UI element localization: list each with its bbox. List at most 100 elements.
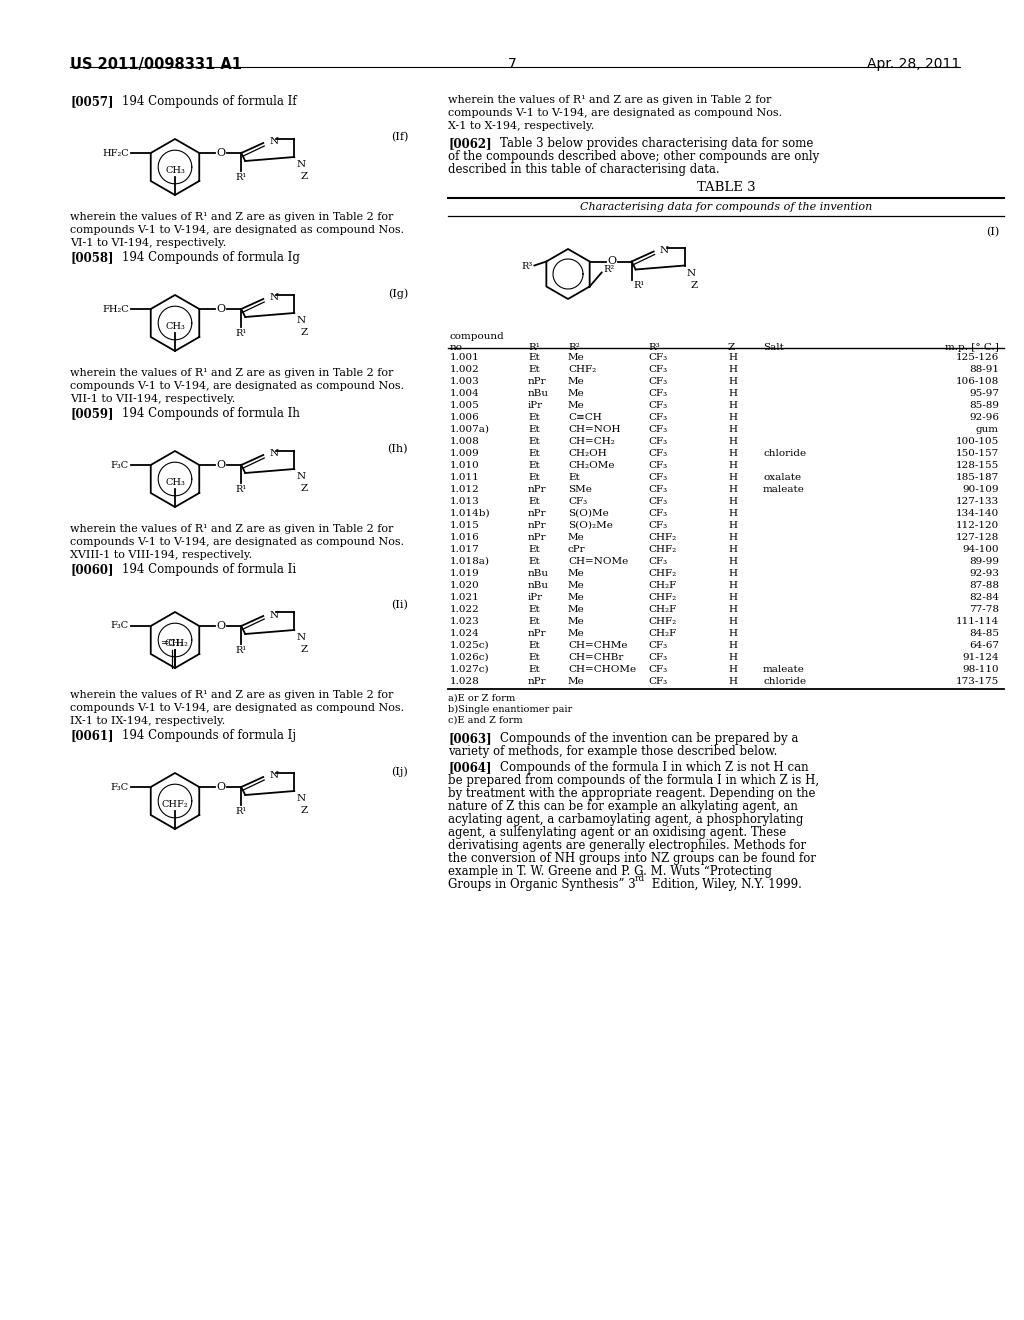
Text: H: H bbox=[728, 593, 737, 602]
Text: R²: R² bbox=[604, 265, 614, 275]
Text: Et: Et bbox=[528, 473, 540, 482]
Text: 106-108: 106-108 bbox=[955, 378, 999, 385]
Text: H: H bbox=[728, 665, 737, 675]
Text: Et: Et bbox=[528, 413, 540, 422]
Text: H: H bbox=[728, 653, 737, 663]
Text: 91-124: 91-124 bbox=[963, 653, 999, 663]
Text: nPr: nPr bbox=[528, 510, 547, 517]
Text: Z: Z bbox=[300, 327, 307, 337]
Text: 1.025c): 1.025c) bbox=[450, 642, 489, 649]
Text: 95-97: 95-97 bbox=[969, 389, 999, 399]
Text: CF₃: CF₃ bbox=[648, 352, 667, 362]
Text: compound: compound bbox=[450, 333, 505, 341]
Text: 194 Compounds of formula Ih: 194 Compounds of formula Ih bbox=[122, 407, 300, 420]
Text: oxalate: oxalate bbox=[763, 473, 801, 482]
Text: wherein the values of R¹ and Z are as given in Table 2 for: wherein the values of R¹ and Z are as gi… bbox=[70, 690, 393, 700]
Text: X-1 to X-194, respectively.: X-1 to X-194, respectively. bbox=[449, 121, 594, 131]
Text: N: N bbox=[269, 610, 279, 619]
Text: CF₃: CF₃ bbox=[648, 665, 667, 675]
Text: Me: Me bbox=[568, 533, 585, 543]
Text: Me: Me bbox=[568, 389, 585, 399]
Text: CHF₂: CHF₂ bbox=[648, 616, 676, 626]
Text: nBu: nBu bbox=[528, 569, 549, 578]
Text: nPr: nPr bbox=[528, 521, 547, 531]
Text: 85-89: 85-89 bbox=[969, 401, 999, 411]
Text: m.p. [° C.]: m.p. [° C.] bbox=[945, 343, 999, 352]
Text: no: no bbox=[450, 343, 463, 352]
Text: 1.024: 1.024 bbox=[450, 630, 480, 638]
Text: H: H bbox=[728, 401, 737, 411]
Text: 90-109: 90-109 bbox=[963, 484, 999, 494]
Text: N: N bbox=[296, 634, 305, 642]
Text: 1.026c): 1.026c) bbox=[450, 653, 489, 663]
Text: O: O bbox=[217, 148, 226, 158]
Text: 1.006: 1.006 bbox=[450, 413, 480, 422]
Text: =CH₂: =CH₂ bbox=[161, 639, 189, 648]
Text: CH₂F: CH₂F bbox=[648, 630, 676, 638]
Text: N: N bbox=[269, 137, 279, 147]
Text: FH₂C: FH₂C bbox=[102, 305, 129, 314]
Text: [0060]: [0060] bbox=[70, 564, 114, 576]
Text: example in T. W. Greene and P. G. M. Wuts “Protecting: example in T. W. Greene and P. G. M. Wut… bbox=[449, 865, 772, 878]
Text: VII-1 to VII-194, respectively.: VII-1 to VII-194, respectively. bbox=[70, 393, 236, 404]
Text: 112-120: 112-120 bbox=[955, 521, 999, 531]
Text: CF₃: CF₃ bbox=[648, 521, 667, 531]
Text: Me: Me bbox=[568, 593, 585, 602]
Text: 94-100: 94-100 bbox=[963, 545, 999, 554]
Text: R¹: R¹ bbox=[528, 343, 540, 352]
Text: [0058]: [0058] bbox=[70, 251, 114, 264]
Text: H: H bbox=[728, 677, 737, 686]
Text: Me: Me bbox=[568, 378, 585, 385]
Text: 1.007a): 1.007a) bbox=[450, 425, 490, 434]
Text: compounds V-1 to V-194, are designated as compound Nos.: compounds V-1 to V-194, are designated a… bbox=[449, 108, 782, 117]
Text: 1.008: 1.008 bbox=[450, 437, 480, 446]
Text: CH₃: CH₃ bbox=[165, 478, 185, 487]
Text: H: H bbox=[728, 473, 737, 482]
Text: variety of methods, for example those described below.: variety of methods, for example those de… bbox=[449, 744, 777, 758]
Text: be prepared from compounds of the formula I in which Z is H,: be prepared from compounds of the formul… bbox=[449, 774, 819, 787]
Text: H: H bbox=[728, 498, 737, 506]
Text: 194 Compounds of formula Ig: 194 Compounds of formula Ig bbox=[122, 251, 300, 264]
Text: of the compounds described above; other compounds are only: of the compounds described above; other … bbox=[449, 150, 819, 162]
Text: CH=CHMe: CH=CHMe bbox=[568, 642, 628, 649]
Text: H: H bbox=[728, 533, 737, 543]
Text: Z: Z bbox=[300, 484, 307, 492]
Text: the conversion of NH groups into NZ groups can be found for: the conversion of NH groups into NZ grou… bbox=[449, 851, 816, 865]
Text: CF₃: CF₃ bbox=[648, 389, 667, 399]
Text: H: H bbox=[728, 484, 737, 494]
Text: N: N bbox=[296, 315, 305, 325]
Text: Apr. 28, 2011: Apr. 28, 2011 bbox=[866, 57, 961, 71]
Text: H: H bbox=[728, 616, 737, 626]
Text: 194 Compounds of formula If: 194 Compounds of formula If bbox=[122, 95, 297, 108]
Text: 92-93: 92-93 bbox=[969, 569, 999, 578]
Text: 7: 7 bbox=[508, 57, 516, 71]
Text: chloride: chloride bbox=[763, 449, 806, 458]
Text: H: H bbox=[728, 366, 737, 374]
Text: CF₃: CF₃ bbox=[648, 413, 667, 422]
Text: 1.021: 1.021 bbox=[450, 593, 480, 602]
Text: Me: Me bbox=[568, 616, 585, 626]
Text: H: H bbox=[728, 449, 737, 458]
Text: CF₃: CF₃ bbox=[648, 461, 667, 470]
Text: (Ig): (Ig) bbox=[388, 288, 408, 298]
Text: 88-91: 88-91 bbox=[969, 366, 999, 374]
Text: CF₃: CF₃ bbox=[648, 449, 667, 458]
Text: 1.011: 1.011 bbox=[450, 473, 480, 482]
Text: N: N bbox=[659, 246, 669, 255]
Text: 185-187: 185-187 bbox=[955, 473, 999, 482]
Text: [0064]: [0064] bbox=[449, 762, 492, 774]
Text: 1.020: 1.020 bbox=[450, 581, 480, 590]
Text: c)E and Z form: c)E and Z form bbox=[449, 715, 522, 725]
Text: described in this table of characterising data.: described in this table of characterisin… bbox=[449, 162, 720, 176]
Text: H: H bbox=[728, 437, 737, 446]
Text: 127-128: 127-128 bbox=[955, 533, 999, 543]
Text: CHF₂: CHF₂ bbox=[648, 533, 676, 543]
Text: Z: Z bbox=[690, 281, 698, 289]
Text: Et: Et bbox=[528, 461, 540, 470]
Text: 1.019: 1.019 bbox=[450, 569, 480, 578]
Text: CF₃: CF₃ bbox=[648, 473, 667, 482]
Text: 1.010: 1.010 bbox=[450, 461, 480, 470]
Text: S(O)Me: S(O)Me bbox=[568, 510, 608, 517]
Text: 87-88: 87-88 bbox=[969, 581, 999, 590]
Text: compounds V-1 to V-194, are designated as compound Nos.: compounds V-1 to V-194, are designated a… bbox=[70, 224, 404, 235]
